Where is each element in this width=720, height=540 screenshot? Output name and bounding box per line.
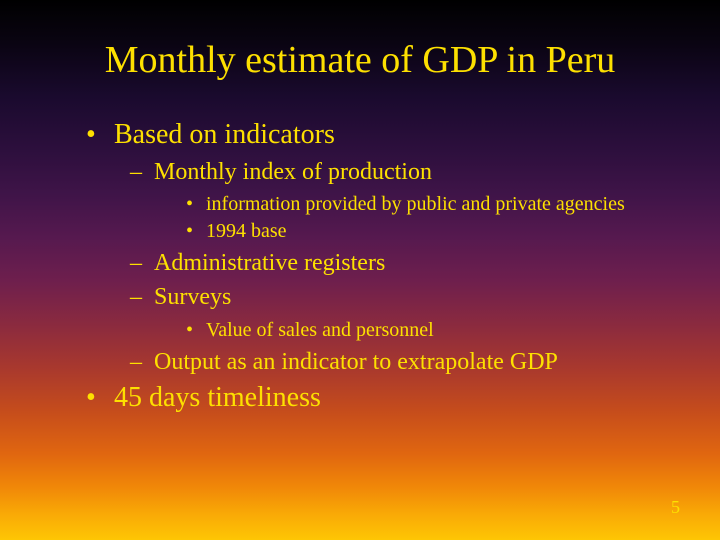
bullet-text: Surveys [154, 284, 231, 310]
bullet-text: Monthly index of production [154, 159, 432, 185]
bullet-list-level3: Value of sales and personnel [186, 317, 660, 344]
bullet-l2: Output as an indicator to extrapolate GD… [130, 346, 660, 380]
bullet-l1: 45 days timeliness [86, 379, 660, 417]
bullet-list-level3: information provided by public and priva… [186, 191, 660, 245]
bullet-text: information provided by public and priva… [206, 193, 625, 215]
page-number: 5 [671, 497, 680, 518]
bullet-text: Output as an indicator to extrapolate GD… [154, 349, 558, 375]
bullet-text: 45 days timeliness [114, 382, 321, 413]
bullet-list-level2: Monthly index of production information … [130, 156, 660, 379]
bullet-l2: Administrative registers [130, 247, 660, 281]
bullet-l2: Monthly index of production information … [130, 156, 660, 246]
bullet-l3: Value of sales and personnel [186, 317, 660, 344]
bullet-text: Value of sales and personnel [206, 319, 434, 341]
bullet-text: 1994 base [206, 220, 287, 242]
slide-title: Monthly estimate of GDP in Peru [60, 38, 660, 82]
bullet-l1: Based on indicators Monthly index of pro… [86, 116, 660, 379]
bullet-text: Administrative registers [154, 250, 385, 276]
bullet-l2: Surveys Value of sales and personnel [130, 281, 660, 344]
bullet-l3: 1994 base [186, 218, 660, 245]
bullet-text: Based on indicators [114, 119, 335, 150]
bullet-list-level1: Based on indicators Monthly index of pro… [86, 116, 660, 417]
slide: Monthly estimate of GDP in Peru Based on… [0, 0, 720, 540]
bullet-l3: information provided by public and priva… [186, 191, 660, 218]
